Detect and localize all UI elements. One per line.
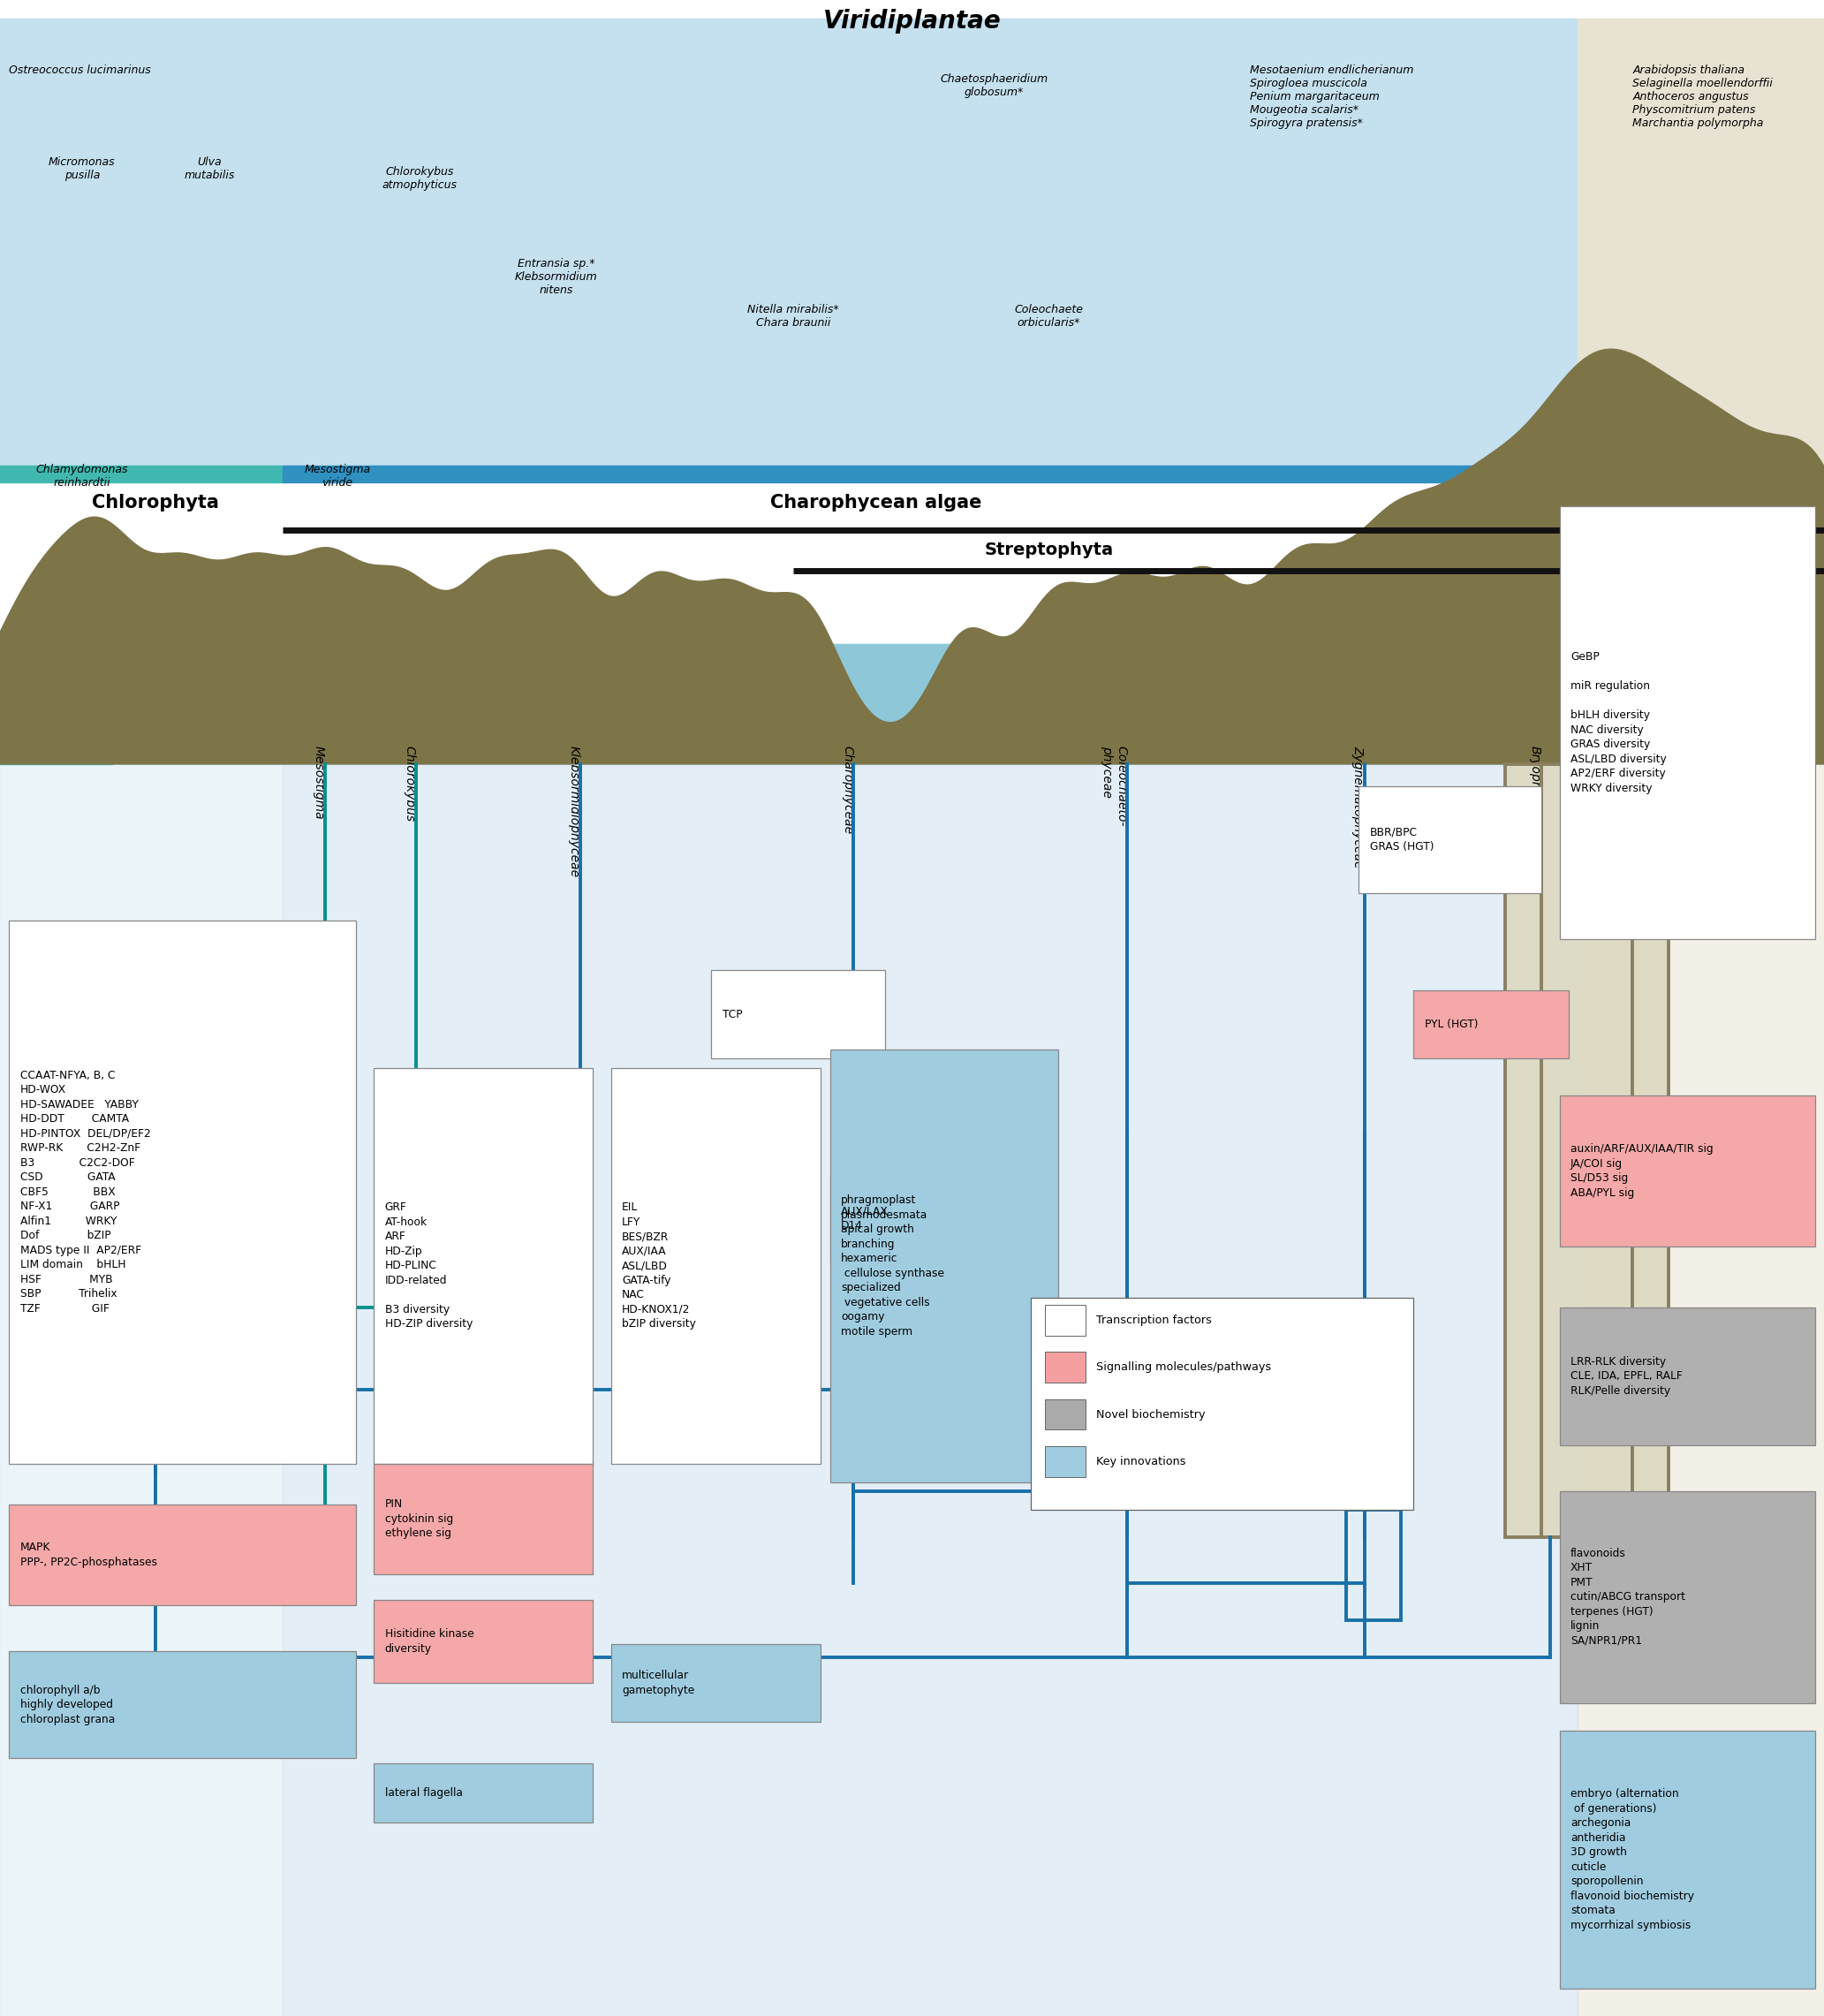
Bar xyxy=(1578,764,1824,2016)
Text: Bryophytes: Bryophytes xyxy=(1529,746,1541,814)
Bar xyxy=(374,1068,593,1464)
Text: Klebsormidiophyceae: Klebsormidiophyceae xyxy=(567,746,580,877)
Text: Phragmoplastophyta: Phragmoplastophyta xyxy=(1211,583,1397,597)
Text: Ulva
mutabilis: Ulva mutabilis xyxy=(184,157,235,181)
Bar xyxy=(1045,1445,1085,1478)
Text: Chlamydomonas
reinhardtii: Chlamydomonas reinhardtii xyxy=(36,464,128,488)
Text: Nitella mirabilis*
Chara braunii: Nitella mirabilis* Chara braunii xyxy=(748,304,839,329)
Bar xyxy=(1359,786,1541,893)
Text: GRF
AT-hook
ARF
HD-Zip
HD-PLINC
IDD-related

B3 diversity
HD-ZIP diversity: GRF AT-hook ARF HD-Zip HD-PLINC IDD-rela… xyxy=(385,1202,472,1331)
Text: LRR-RLK diversity
CLE, IDA, EPFL, RALF
RLK/Pelle diversity: LRR-RLK diversity CLE, IDA, EPFL, RALF R… xyxy=(1570,1357,1682,1397)
Text: Chaetosphaeridium
globosum*: Chaetosphaeridium globosum* xyxy=(939,75,1049,99)
Text: Mesotaenium endlicherianum
Spirogloea muscicola
Penium margaritaceum
Mougeotia s: Mesotaenium endlicherianum Spirogloea mu… xyxy=(1249,65,1414,129)
Bar xyxy=(9,921,356,1464)
Text: MAPK
PPP-, PP2C-phosphatases: MAPK PPP-, PP2C-phosphatases xyxy=(20,1542,157,1568)
Text: Chlorokybus
atmophyticus: Chlorokybus atmophyticus xyxy=(381,165,458,190)
Text: Charophyceae: Charophyceae xyxy=(841,746,854,835)
Bar xyxy=(0,764,283,2016)
Text: lateral flagella: lateral flagella xyxy=(385,1788,463,1798)
Text: EIL
LFY
BES/BZR
AUX/IAA
ASL/LBD
GATA-tify
NAC
HD-KNOX1/2
bZIP diversity: EIL LFY BES/BZR AUX/IAA ASL/LBD GATA-tif… xyxy=(622,1202,697,1331)
Bar xyxy=(0,466,283,482)
Bar xyxy=(1045,1399,1085,1429)
Text: Zygnematophyceae: Zygnematophyceae xyxy=(1352,746,1364,869)
Bar xyxy=(1560,1492,1815,1704)
Text: auxin/ARF/AUX/IAA/TIR sig
JA/COI sig
SL/D53 sig
ABA/PYL sig: auxin/ARF/AUX/IAA/TIR sig JA/COI sig SL/… xyxy=(1570,1143,1713,1200)
Bar xyxy=(374,1601,593,1683)
Text: CCAAT-NFYA, B, C
HD-WOX
HD-SAWADEE   YABBY
HD-DDT        CAMTA
HD-PINTOX  DEL/DP: CCAAT-NFYA, B, C HD-WOX HD-SAWADEE YABBY… xyxy=(20,1070,151,1314)
Text: phragmoplast
plasmodesmata
apical growth
branching
hexameric
 cellulose synthase: phragmoplast plasmodesmata apical growth… xyxy=(841,1193,945,1337)
Text: multicellular
gametophyte: multicellular gametophyte xyxy=(622,1669,695,1695)
Text: Charophycean algae: Charophycean algae xyxy=(770,494,981,512)
Bar xyxy=(1560,1306,1815,1445)
Bar xyxy=(283,764,1578,2016)
Text: BBR/BPC
GRAS (HGT): BBR/BPC GRAS (HGT) xyxy=(1370,827,1434,853)
Bar xyxy=(1414,990,1569,1058)
Text: Embryophyta: Embryophyta xyxy=(1636,494,1775,512)
Text: Tracheophytes: Tracheophytes xyxy=(1620,746,1632,837)
Text: Coleochaeto-
phyceae: Coleochaeto- phyceae xyxy=(1100,746,1127,827)
Bar xyxy=(283,466,1578,482)
Bar xyxy=(1031,1298,1414,1510)
Text: Signalling molecules/pathways: Signalling molecules/pathways xyxy=(1096,1361,1271,1373)
Text: PIN
cytokinin sig
ethylene sig: PIN cytokinin sig ethylene sig xyxy=(385,1498,452,1540)
Bar xyxy=(611,1068,821,1464)
Text: Chlorokybus: Chlorokybus xyxy=(403,746,416,823)
Text: Hisitidine kinase
diversity: Hisitidine kinase diversity xyxy=(385,1629,474,1655)
Bar xyxy=(1045,1353,1085,1383)
Bar xyxy=(830,1177,985,1262)
Bar xyxy=(374,1464,593,1574)
Bar xyxy=(0,18,1578,470)
Text: Micromonas
pusilla: Micromonas pusilla xyxy=(49,157,115,181)
Bar xyxy=(1560,506,1815,939)
Bar xyxy=(1045,1304,1085,1337)
Text: Arabidopsis thaliana
Selaginella moellendorffii
Anthoceros angustus
Physcomitriu: Arabidopsis thaliana Selaginella moellen… xyxy=(1632,65,1773,129)
Text: Novel biochemistry: Novel biochemistry xyxy=(1096,1409,1206,1419)
Bar xyxy=(830,1050,1058,1482)
Text: flavonoids
XHT
PMT
cutin/ABCG transport
terpenes (HGT)
lignin
SA/NPR1/PR1: flavonoids XHT PMT cutin/ABCG transport … xyxy=(1570,1548,1685,1647)
Text: Chlorophyta: Chlorophyta xyxy=(91,494,219,512)
Text: Mesostigma
viride: Mesostigma viride xyxy=(305,464,370,488)
Bar xyxy=(9,1651,356,1758)
Text: Viridiplantae: Viridiplantae xyxy=(823,10,1001,34)
Text: embryo (alternation
 of generations)
archegonia
antheridia
3D growth
cuticle
spo: embryo (alternation of generations) arch… xyxy=(1570,1788,1694,1931)
Text: Key innovations: Key innovations xyxy=(1096,1456,1186,1468)
Bar xyxy=(1505,764,1669,1538)
Text: AUX/LAX
D14: AUX/LAX D14 xyxy=(841,1206,888,1232)
Text: Coleochaete
orbicularis*: Coleochaete orbicularis* xyxy=(1014,304,1083,329)
Bar xyxy=(374,1764,593,1822)
Bar xyxy=(711,970,885,1058)
Text: Mesostigma: Mesostigma xyxy=(312,746,325,821)
Text: Entransia sp.*
Klebsormidium
nitens: Entransia sp.* Klebsormidium nitens xyxy=(514,258,598,296)
Text: chlorophyll a/b
highly developed
chloroplast grana: chlorophyll a/b highly developed chlorop… xyxy=(20,1685,115,1726)
Bar xyxy=(1578,466,1824,482)
Bar xyxy=(9,1504,356,1605)
Bar xyxy=(1560,1095,1815,1246)
Text: Transcription factors: Transcription factors xyxy=(1096,1314,1211,1327)
Text: GeBP

miR regulation

bHLH diversity
NAC diversity
GRAS diversity
ASL/LBD divers: GeBP miR regulation bHLH diversity NAC d… xyxy=(1570,651,1667,794)
Text: Ostreococcus lucimarinus: Ostreococcus lucimarinus xyxy=(9,65,151,77)
Text: TCP: TCP xyxy=(722,1008,742,1020)
Text: PYL (HGT): PYL (HGT) xyxy=(1425,1018,1477,1030)
Bar xyxy=(611,1645,821,1722)
Bar xyxy=(1578,18,1824,470)
Bar xyxy=(1346,1510,1401,1621)
Text: Streptophyta: Streptophyta xyxy=(985,540,1113,558)
Bar xyxy=(1505,764,1669,1538)
Bar xyxy=(1560,1730,1815,1988)
